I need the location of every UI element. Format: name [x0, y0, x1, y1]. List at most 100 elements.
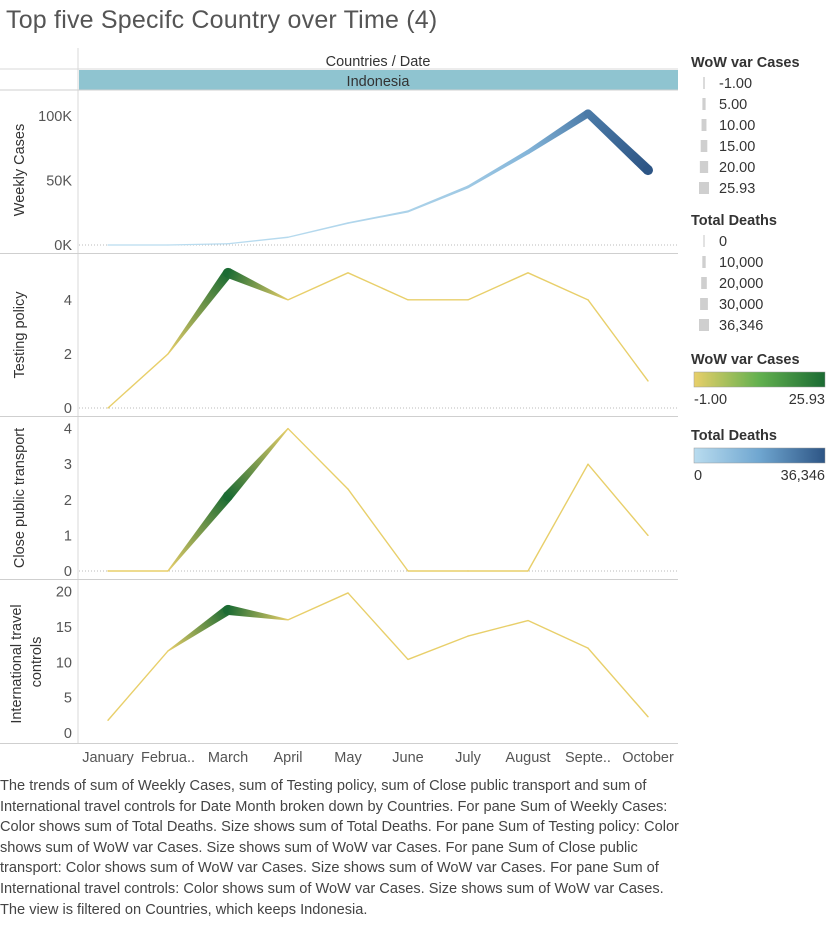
chart-title: Top five Specifc Country over Time (4) [6, 6, 438, 34]
line-segment-close-public-transport [347, 488, 409, 572]
chart-canvas: Countries / Date Indonesia Weekly Cases … [0, 48, 826, 766]
legend-size-swatch [703, 235, 705, 247]
y-axis-title-weekly-cases: Weekly Cases [12, 124, 28, 216]
x-axis-labels: January Februa.. March April May June July Augu… [82, 750, 674, 766]
line-joint-weekly-cases [107, 244, 109, 246]
line-segment-testing-policy [587, 299, 649, 382]
x-tick-label: May [334, 750, 362, 766]
legend-items: -1.00 5.00 10.00 15.00 20.00 25.93 [699, 76, 755, 197]
line-segment-testing-policy [527, 272, 589, 301]
line-segment-international-travel-controls [347, 592, 409, 660]
color-ramp-deaths [693, 447, 826, 464]
legend-item-label: 0 [719, 234, 727, 250]
legend-deaths-size[interactable]: Total Deaths 0 10,000 20,000 30,000 36,346 [691, 213, 777, 334]
line-segment-international-travel-controls [527, 619, 589, 649]
line-segment-international-travel-controls [287, 592, 349, 621]
line-segment-international-travel-controls [467, 619, 529, 637]
y-tick-label: 20 [56, 585, 72, 601]
y-axis-title-testing-policy: Testing policy [12, 291, 28, 379]
legend-size-swatch [702, 98, 706, 110]
x-tick-label: August [505, 750, 550, 766]
line-segment-close-public-transport [408, 570, 468, 572]
legend-deaths-color[interactable]: Total Deaths 0 36,346 [691, 428, 826, 484]
line-segment-close-public-transport [587, 463, 649, 536]
country-header-label: Indonesia [347, 74, 411, 90]
legend-size-swatch [699, 319, 709, 331]
legend-item-label: 10.00 [719, 118, 755, 134]
x-tick-label: April [273, 750, 302, 766]
legend-max: 25.93 [789, 392, 825, 408]
line-segment-weekly-cases [467, 150, 530, 189]
legend-wow-color[interactable]: WoW var Cases -1.00 25.93 [691, 352, 826, 408]
y-tick-label: 1 [64, 528, 72, 544]
line-segment-testing-policy [408, 299, 468, 301]
line-segment-weekly-cases [347, 210, 409, 224]
line-segment-testing-policy [167, 269, 233, 355]
legend-item-label: 20,000 [719, 276, 763, 292]
line-segment-weekly-cases [407, 185, 469, 213]
x-tick-label: June [392, 750, 423, 766]
color-ramp-wow [693, 371, 826, 388]
line-joint-testing-policy [647, 380, 649, 382]
line-segment-testing-policy [347, 272, 409, 301]
y-tick-label: 0 [64, 726, 72, 742]
y-tick-label: 100K [38, 109, 72, 125]
legend-items: 0 10,000 20,000 30,000 36,346 [699, 234, 763, 334]
legend-size-swatch [701, 119, 707, 131]
legend-item-label: 30,000 [719, 297, 763, 313]
legend-title: Total Deaths [691, 428, 777, 444]
legend-title: WoW var Cases [691, 55, 800, 71]
x-tick-label: July [455, 750, 482, 766]
line-joint-close-public-transport [647, 534, 649, 537]
y-tick-label: 50K [46, 173, 72, 189]
legend-item-label: 20.00 [719, 160, 755, 176]
line-segment-testing-policy [225, 268, 289, 301]
line-segment-international-travel-controls [587, 647, 649, 718]
line-segment-testing-policy [107, 353, 169, 409]
line-segment-close-public-transport [167, 493, 232, 572]
legend-size-swatch [700, 298, 708, 310]
line-joint-weekly-cases [643, 165, 653, 176]
line-segment-weekly-cases [585, 110, 652, 174]
legend-item-label: 10,000 [719, 255, 763, 271]
line-joint-international-travel-controls [107, 719, 109, 721]
legend-item-label: 5.00 [719, 97, 747, 113]
legend-item-label: 36,346 [719, 318, 763, 334]
line-segment-close-public-transport [527, 463, 589, 572]
line-joint-close-public-transport [107, 570, 109, 572]
x-tick-label: Februa.. [141, 750, 195, 766]
y-tick-label: 5 [64, 691, 72, 707]
y-tick-label: 10 [56, 655, 72, 671]
columns-header: Countries / Date [326, 54, 431, 70]
line-segment-close-public-transport [468, 570, 528, 572]
line-segment-international-travel-controls [107, 650, 169, 721]
country-header-bar[interactable] [79, 70, 678, 90]
legend-size-swatch [703, 77, 705, 89]
legend-min: 0 [694, 468, 702, 484]
legend-wow-size[interactable]: WoW var Cases -1.00 5.00 10.00 15.00 20.00 25… [691, 55, 800, 197]
line-segment-international-travel-controls [167, 605, 231, 652]
line-segment-international-travel-controls [407, 635, 469, 661]
y-tick-label: 0K [54, 238, 72, 254]
line-segment-close-public-transport [108, 570, 168, 572]
line-segment-testing-policy [467, 272, 529, 301]
line-segment-weekly-cases [108, 244, 168, 246]
legend-item-label: 15.00 [719, 139, 755, 155]
legend-size-swatch [702, 256, 706, 268]
line-segment-close-public-transport [287, 428, 349, 490]
line-segment-weekly-cases [167, 243, 229, 246]
x-tick-label: January [82, 750, 134, 766]
y-tick-label: 2 [64, 493, 72, 509]
legend-size-swatch [699, 182, 709, 194]
y-tick-label: 4 [64, 422, 72, 438]
y-tick-label: 3 [64, 457, 72, 473]
x-tick-label: March [208, 750, 248, 766]
line-segment-weekly-cases [526, 109, 591, 154]
legend-title: Total Deaths [691, 213, 777, 229]
y-tick-label: 0 [64, 401, 72, 417]
x-tick-label: October [622, 750, 674, 766]
legend-min: -1.00 [694, 392, 727, 408]
legend-item-label: 25.93 [719, 181, 755, 197]
y-tick-label: 4 [64, 293, 72, 309]
line-segment-testing-policy [287, 272, 349, 301]
